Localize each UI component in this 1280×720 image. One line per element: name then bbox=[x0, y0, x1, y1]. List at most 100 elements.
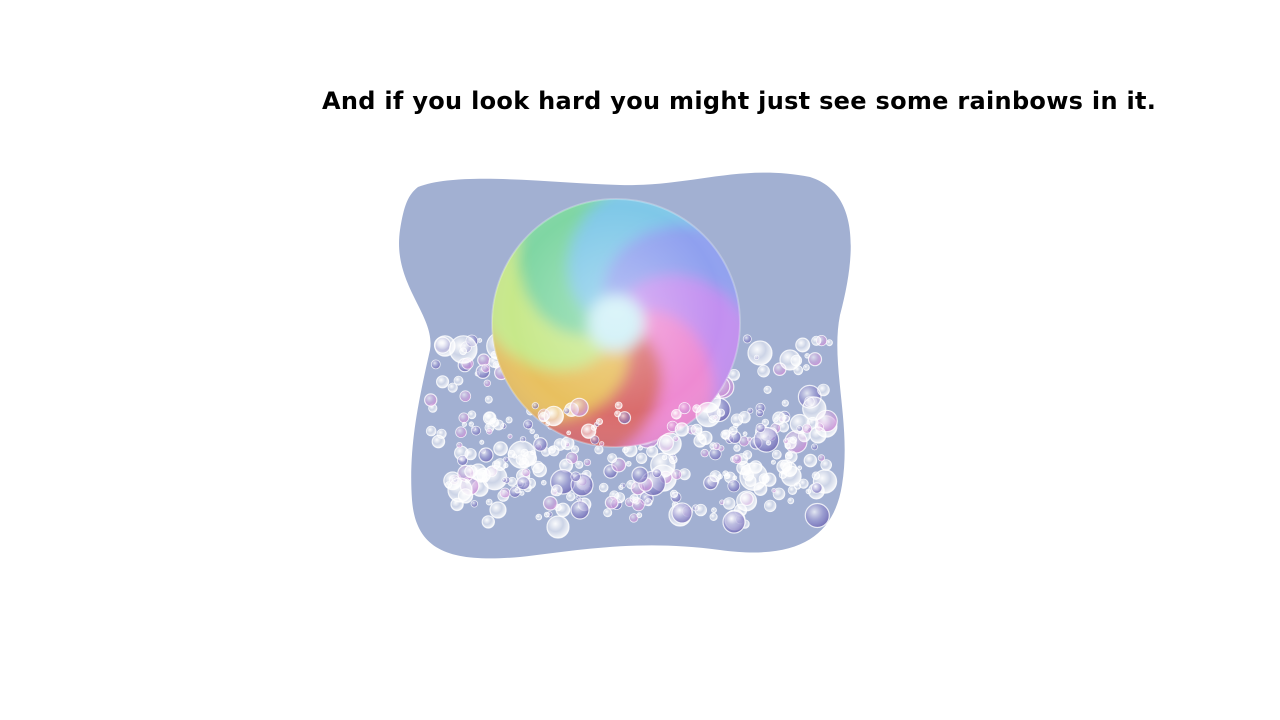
foam-bubble bbox=[783, 438, 789, 444]
foam-bubble bbox=[457, 454, 468, 466]
foam-bubble bbox=[535, 513, 543, 521]
foam-bubble bbox=[595, 418, 603, 426]
foam-bubble bbox=[625, 460, 632, 467]
foam-bubble bbox=[447, 477, 473, 503]
foam-bubble bbox=[516, 476, 531, 491]
foam-bubble bbox=[644, 498, 653, 507]
foam-bubble bbox=[733, 444, 741, 452]
foam-bubble bbox=[671, 409, 682, 420]
foam-bubble bbox=[753, 482, 768, 497]
foam-bubble bbox=[629, 493, 639, 504]
foam-bubble bbox=[477, 337, 483, 343]
foam-bubble bbox=[757, 364, 770, 378]
foam-bubble bbox=[817, 454, 825, 462]
foam-bubble bbox=[529, 428, 535, 434]
foam-bubble bbox=[811, 471, 821, 480]
foam-bubble bbox=[570, 500, 590, 520]
foam-bubble bbox=[636, 512, 643, 519]
foam-bubble bbox=[447, 382, 458, 393]
foam-bubble bbox=[690, 423, 703, 436]
foam-bubble bbox=[614, 410, 622, 418]
foam-bubble bbox=[566, 492, 576, 502]
foam-bubble bbox=[802, 396, 827, 421]
foam-bubble bbox=[763, 385, 772, 394]
foam-bubble bbox=[514, 487, 521, 494]
foam-bubble bbox=[614, 401, 623, 410]
foam-bubble bbox=[694, 503, 708, 517]
foam-bubble bbox=[531, 402, 539, 410]
foam-bubble bbox=[755, 409, 764, 418]
foam-bubble bbox=[712, 442, 721, 451]
foam-bubble bbox=[449, 335, 478, 364]
foam-bubble bbox=[709, 470, 722, 483]
foam-bubble bbox=[695, 401, 721, 428]
foam-bubble bbox=[811, 335, 822, 346]
foam-bubble bbox=[479, 439, 485, 445]
foam-bubble bbox=[795, 337, 811, 353]
foam-bubble bbox=[520, 448, 529, 457]
foam-bubble bbox=[692, 404, 702, 414]
foam-bubble bbox=[502, 456, 509, 463]
foam-bubble bbox=[811, 482, 823, 494]
foam-bubble bbox=[486, 427, 493, 435]
foam-bubble bbox=[802, 364, 810, 371]
foam-bubble bbox=[742, 431, 748, 437]
foam-bubble bbox=[468, 421, 474, 427]
foam-bubble bbox=[505, 416, 513, 424]
foam-bubble bbox=[571, 445, 580, 454]
foam-bubble bbox=[781, 399, 789, 407]
foam-bubble bbox=[771, 449, 782, 460]
foam-bubble bbox=[784, 450, 798, 464]
foam-bubble bbox=[711, 507, 717, 514]
foam-bubble bbox=[635, 452, 648, 465]
foam-bubble bbox=[425, 425, 437, 437]
foam-bubble bbox=[782, 461, 798, 477]
foam-bubble bbox=[722, 470, 729, 477]
foam-bubble bbox=[461, 421, 468, 427]
foam-bubble bbox=[652, 468, 662, 478]
foam-bubble bbox=[570, 471, 581, 482]
foam-bubble bbox=[543, 405, 564, 427]
foam-bubble bbox=[464, 448, 477, 461]
foam-bubble bbox=[671, 469, 683, 480]
foam-bubble bbox=[489, 417, 499, 428]
foam-bubble bbox=[607, 453, 618, 464]
foam-bubble bbox=[521, 468, 531, 477]
foam-bubble bbox=[736, 490, 758, 512]
foam-bubble bbox=[555, 502, 571, 518]
foam-bubble bbox=[730, 413, 744, 427]
foam-bubble bbox=[801, 423, 812, 434]
foam-bubble bbox=[499, 487, 511, 499]
foam-bubble bbox=[471, 425, 481, 436]
foam-bubble bbox=[728, 426, 738, 436]
foam-bubble bbox=[507, 433, 513, 439]
foam-bubble bbox=[566, 430, 572, 436]
foam-bubble bbox=[424, 393, 438, 407]
foam-bubble bbox=[481, 363, 491, 373]
foam-bubble bbox=[631, 466, 649, 484]
foam-bubble bbox=[720, 429, 731, 440]
foam-bubble bbox=[797, 465, 803, 471]
foam-bubble bbox=[753, 426, 780, 453]
foam-bubble bbox=[603, 508, 613, 518]
foam-bubble bbox=[618, 484, 624, 490]
foam-bubble bbox=[598, 482, 609, 493]
foam-bubble bbox=[583, 458, 592, 467]
foam-bubble bbox=[478, 447, 494, 463]
soap-bubble-illustration bbox=[399, 172, 851, 559]
foam-bubble bbox=[575, 460, 584, 469]
foam-bubble bbox=[531, 460, 544, 474]
foam-bubble bbox=[458, 412, 470, 424]
foam-bubble bbox=[671, 502, 693, 524]
foam-bubble bbox=[771, 487, 777, 493]
foam-bubble bbox=[807, 352, 823, 367]
foam-bubble bbox=[553, 438, 567, 451]
foam-bubble bbox=[698, 430, 713, 446]
foam-bubble bbox=[503, 462, 509, 469]
foam-bubble bbox=[599, 441, 605, 447]
foam-bubble bbox=[543, 511, 550, 518]
foam-bubble bbox=[678, 402, 691, 415]
foam-bubble bbox=[811, 443, 818, 451]
foam-bubble bbox=[546, 515, 570, 539]
